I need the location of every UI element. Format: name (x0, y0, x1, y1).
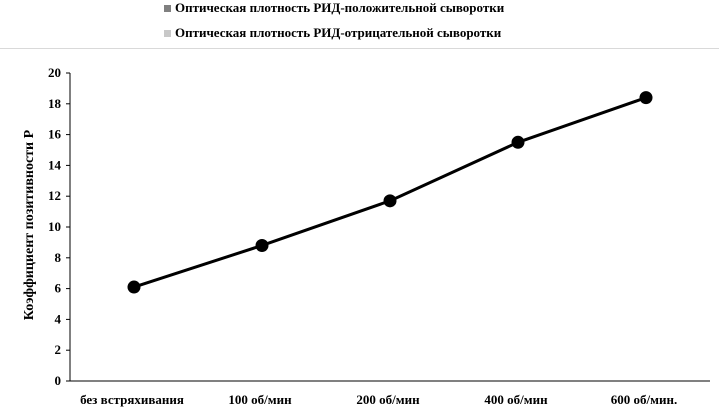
line-chart: 0 2 4 6 8 10 12 14 16 18 20 без встряхивания 100 об… (22, 65, 710, 407)
data-point (639, 91, 653, 105)
series-line (133, 96, 647, 289)
y-axis-label: Коэффициент позитивности Р (22, 129, 37, 320)
legend-label-positive: Оптическая плотность РИД-положительной с… (175, 0, 505, 15)
y-tick-label: 8 (55, 250, 62, 265)
y-tick-label: 4 (55, 311, 62, 326)
y-tick-label: 20 (48, 65, 61, 80)
x-tick-label: 400 об/мин (484, 392, 548, 407)
legend: Оптическая плотность РИД-положительной с… (0, 0, 719, 49)
y-tick-label: 14 (48, 157, 62, 172)
data-point (255, 238, 269, 252)
legend-item-negative: Оптическая плотность РИД-отрицательной с… (164, 25, 501, 41)
legend-swatch-negative (164, 29, 171, 37)
x-tick-label: 100 об/мин (228, 392, 292, 407)
y-tick-label: 10 (48, 219, 61, 234)
legend-label-negative: Оптическая плотность РИД-отрицательной с… (175, 25, 502, 40)
y-tick-label: 6 (55, 281, 62, 296)
x-tick-label: 200 об/мин (356, 392, 420, 407)
y-tick-label: 0 (55, 373, 62, 388)
series-group (127, 91, 653, 294)
y-tick-label: 16 (48, 127, 62, 142)
legend-swatch-positive (164, 4, 171, 12)
data-point (511, 135, 525, 149)
y-tick-label: 12 (48, 188, 61, 203)
legend-item-positive: Оптическая плотность РИД-положительной с… (164, 0, 504, 16)
data-point (383, 194, 397, 208)
y-tick-label: 2 (55, 342, 62, 357)
chart-axes (69, 73, 710, 382)
data-point (127, 280, 141, 294)
y-tick-label: 18 (48, 96, 62, 111)
y-ticks: 0 2 4 6 8 10 12 14 16 18 20 (48, 65, 70, 388)
x-tick-label: 600 об/мин. (611, 392, 677, 407)
x-tick-label: без встряхивания (80, 392, 184, 407)
x-ticks: без встряхивания 100 об/мин 200 об/мин 400 … (80, 392, 677, 407)
